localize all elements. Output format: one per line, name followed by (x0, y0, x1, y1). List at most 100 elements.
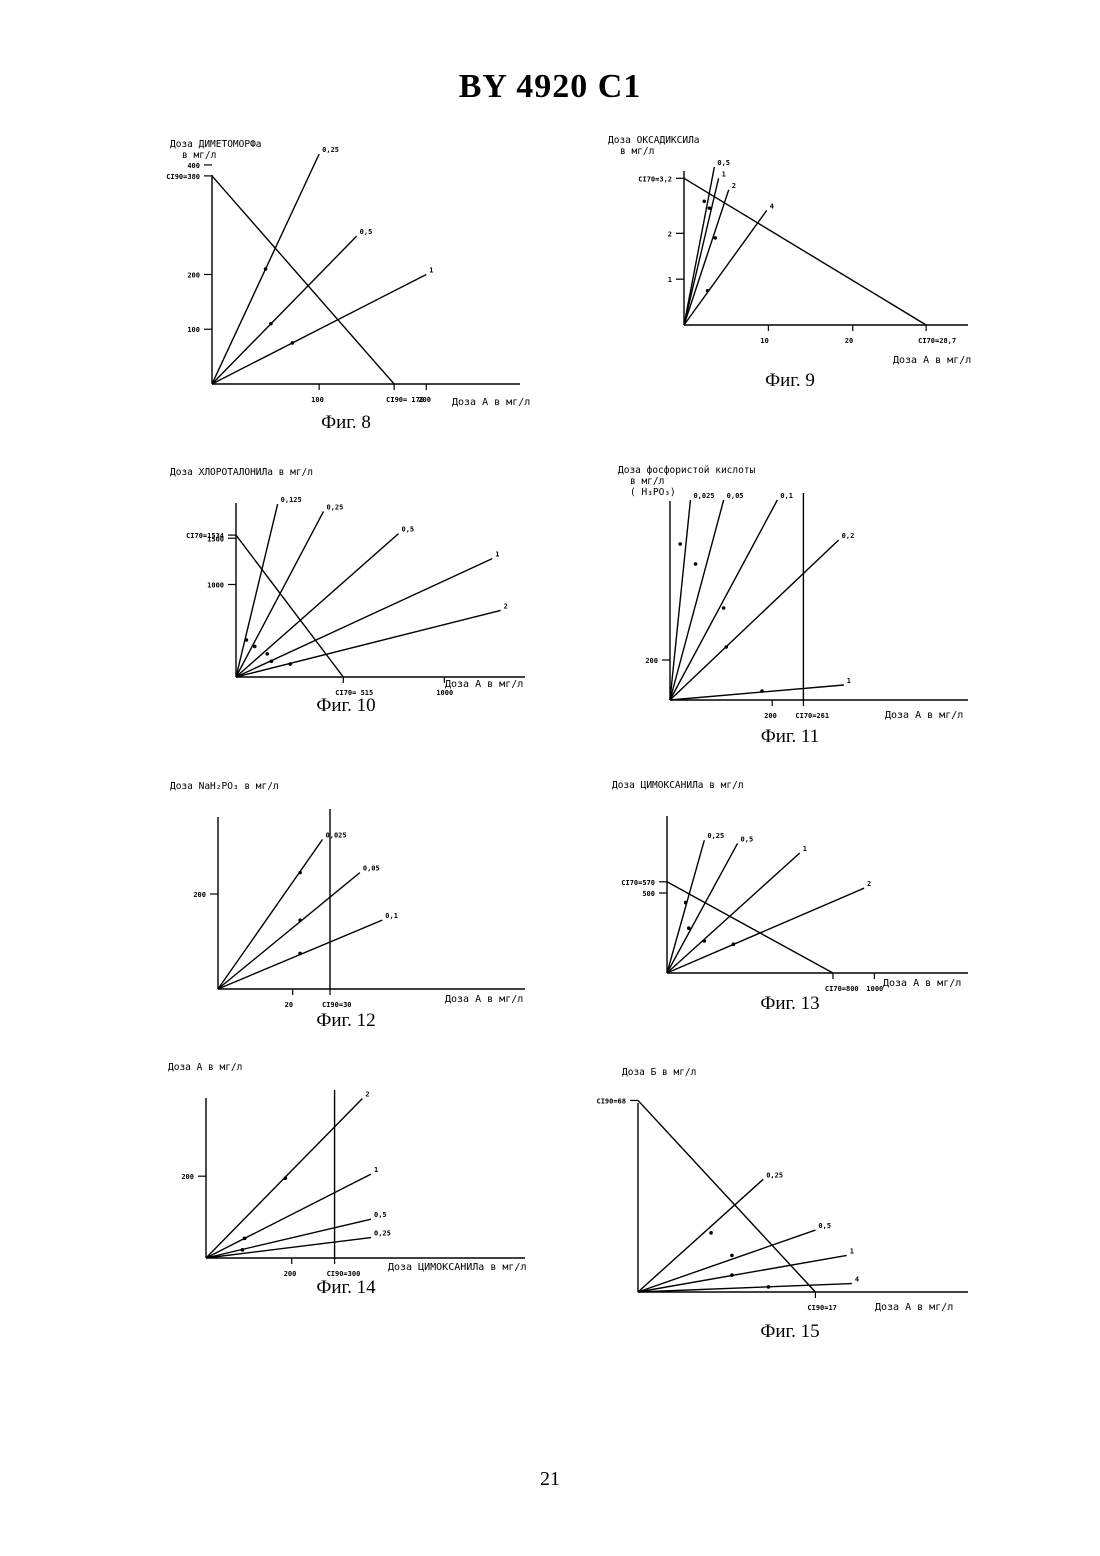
data-point (702, 199, 706, 203)
x-tick-label: 200 (764, 712, 777, 720)
series-line (218, 873, 360, 989)
y-tick-label: 1 (668, 276, 672, 284)
y-tick-label: 500 (642, 890, 655, 898)
y-tick-label: 200 (193, 891, 206, 899)
y-tick-label: CI90=380 (166, 173, 200, 181)
x-tick-label: 1000 (436, 689, 453, 697)
series-line (667, 840, 704, 973)
data-point (298, 871, 302, 875)
figure-caption: Фиг. 9 (765, 370, 815, 391)
series-label: 0,5 (402, 526, 415, 534)
data-point (724, 645, 728, 649)
data-point (708, 206, 712, 210)
x-tick-label: CI90=17 (807, 1304, 837, 1312)
data-point (706, 289, 710, 293)
y-axis-label: Доза ХЛОРОТАЛОНИЛа в мг/л (170, 467, 313, 478)
y-axis-label: Доза ОКСАДИКСИЛа (608, 135, 700, 146)
series-label: 1 (847, 677, 851, 685)
y-axis-label: Доза Б в мг/л (622, 1067, 696, 1078)
series-line (667, 888, 864, 973)
series-label: 0,2 (842, 532, 855, 540)
figure-caption: Фиг. 8 (321, 412, 371, 433)
series-label: 0,5 (717, 159, 730, 167)
y-axis-label: в мг/л (620, 146, 654, 157)
figure-caption: Фиг. 15 (760, 1321, 819, 1342)
x-tick-label: 20 (285, 1001, 293, 1009)
x-axis-label: Доза А в мг/л (445, 679, 523, 690)
x-tick-label: 100 (311, 396, 324, 404)
data-point (298, 952, 302, 956)
y-tick-label: CI70=1534 (186, 532, 224, 540)
data-point (243, 1237, 247, 1241)
x-tick-label: CI70=800 (825, 985, 859, 993)
x-axis-label: Доза ЦИМОКСАНИЛа в мг/л (388, 1262, 526, 1273)
figure-12: Доза NaH₂PO₃ в мг/лДоза А в мг/л20CI90=3… (170, 781, 525, 1031)
x-axis-label: Доза А в мг/л (885, 710, 963, 721)
series-line (236, 534, 399, 677)
data-point (241, 1248, 245, 1252)
series-line (670, 500, 777, 700)
series-line (206, 1219, 371, 1258)
data-point (265, 652, 269, 656)
y-axis-label: в мг/л (630, 476, 664, 487)
isobole-line (638, 1100, 815, 1292)
series-label: 4 (770, 202, 774, 210)
y-tick-label: CI90=68 (596, 1097, 626, 1105)
series-label: 0,25 (374, 1230, 391, 1238)
series-line (670, 685, 844, 700)
series-label: 2 (504, 602, 508, 610)
series-label: 2 (867, 880, 871, 888)
series-label: 0,5 (818, 1222, 831, 1230)
series-line (236, 610, 501, 677)
y-axis-label: Доза фосфористой кислоты (618, 465, 756, 476)
data-point (730, 1254, 734, 1258)
series-label: 0,25 (322, 146, 339, 154)
y-tick-label: 200 (181, 1173, 194, 1181)
y-tick-label: 400 (187, 162, 200, 170)
figure-15: Доза Б в мг/л Доза А в мг/л CI90=17 CI90=68… (596, 1067, 968, 1342)
data-point (288, 662, 292, 666)
data-point (298, 918, 302, 922)
series-label: 1 (495, 551, 499, 559)
series-label: 1 (429, 266, 433, 274)
data-point (678, 542, 682, 546)
series-label: 0,5 (374, 1211, 387, 1219)
data-point (730, 1273, 734, 1277)
y-tick-label: CI70=570 (621, 879, 655, 887)
y-tick-label: 200 (645, 657, 658, 665)
series-line (206, 1174, 371, 1258)
x-axis-label: Доза А в мг/л (875, 1302, 953, 1313)
data-point (760, 689, 764, 693)
y-axis-label: в мг/л (182, 150, 216, 161)
series-line (236, 504, 278, 677)
data-point (245, 638, 249, 642)
series-line (670, 500, 690, 700)
series-line (638, 1179, 763, 1292)
y-axis-label: Доза А в мг/л (168, 1062, 242, 1073)
series-label: 0,025 (693, 492, 714, 500)
figure-13: Доза ЦИМОКСАНИЛа в мг/лДоза А в мг/лCI70… (612, 780, 968, 1014)
series-label: 0,05 (363, 865, 380, 873)
y-axis-label: Доза ЦИМОКСАНИЛа в мг/л (612, 780, 744, 791)
series-label: 1 (850, 1247, 854, 1255)
y-tick-label: 1000 (207, 582, 224, 590)
x-tick-label: 200 (418, 396, 431, 404)
series-label: 0,25 (707, 832, 724, 840)
series-label: 0,25 (327, 503, 344, 511)
figure-10: Доза ХЛОРОТАЛОНИЛа в мг/л Доза А в мг/л CI… (170, 467, 525, 716)
series-line (684, 178, 719, 325)
data-point (283, 1176, 287, 1180)
data-point (264, 267, 268, 271)
series-line (206, 1238, 371, 1258)
x-axis-label: Доза А в мг/л (893, 355, 971, 366)
figure-caption: Фиг. 14 (316, 1277, 376, 1298)
series-label: 0,5 (360, 228, 373, 236)
x-axis-label: Доза А в мг/л (452, 397, 530, 408)
isobole-line (212, 176, 394, 384)
isobole-line (236, 535, 343, 677)
series-label: 0,1 (385, 912, 398, 920)
data-point (694, 562, 698, 566)
x-tick-label: 200 (284, 1270, 297, 1278)
figure-caption: Фиг. 10 (316, 695, 375, 716)
